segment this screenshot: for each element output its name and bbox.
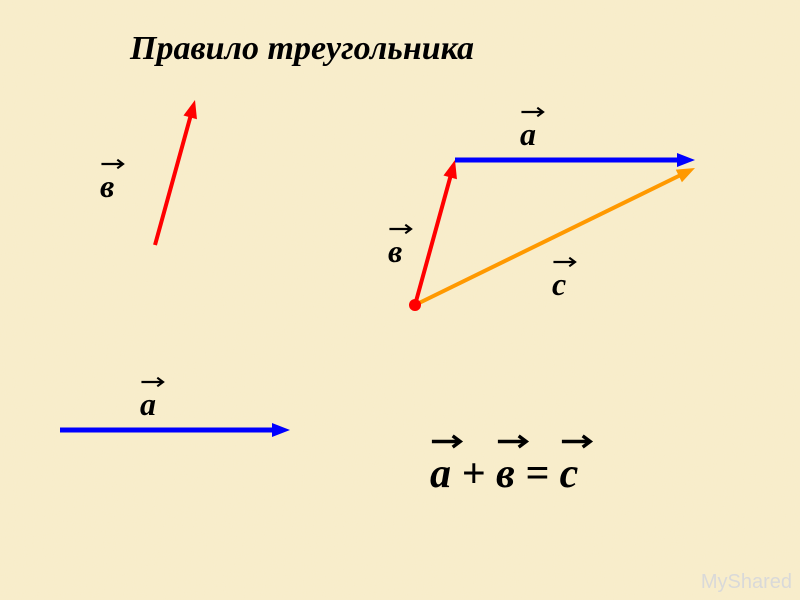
vector-b-triangle bbox=[415, 160, 457, 305]
vector-canvas bbox=[0, 0, 800, 600]
vector-overline-icon bbox=[560, 431, 598, 452]
vector-a-triangle bbox=[455, 153, 695, 167]
equation-b: в bbox=[496, 450, 515, 498]
label-a-standalone: а bbox=[140, 388, 156, 420]
equation-c: с bbox=[560, 450, 579, 498]
origin-point bbox=[409, 299, 421, 311]
vector-overline-icon bbox=[496, 431, 534, 452]
equation-plus: + bbox=[451, 451, 496, 497]
label-b-triangle: в bbox=[388, 235, 402, 267]
equation-equals: = bbox=[515, 451, 560, 497]
vector-b-standalone bbox=[155, 100, 197, 245]
watermark: MyShared bbox=[701, 571, 792, 594]
equation: а + в = с bbox=[430, 450, 578, 498]
label-b-standalone: в bbox=[100, 170, 114, 202]
label-c-triangle: с bbox=[552, 268, 566, 300]
label-a-triangle: а bbox=[520, 118, 536, 150]
equation-a: а bbox=[430, 450, 451, 498]
vector-a-standalone bbox=[60, 423, 290, 437]
vector-overline-icon bbox=[430, 431, 468, 452]
